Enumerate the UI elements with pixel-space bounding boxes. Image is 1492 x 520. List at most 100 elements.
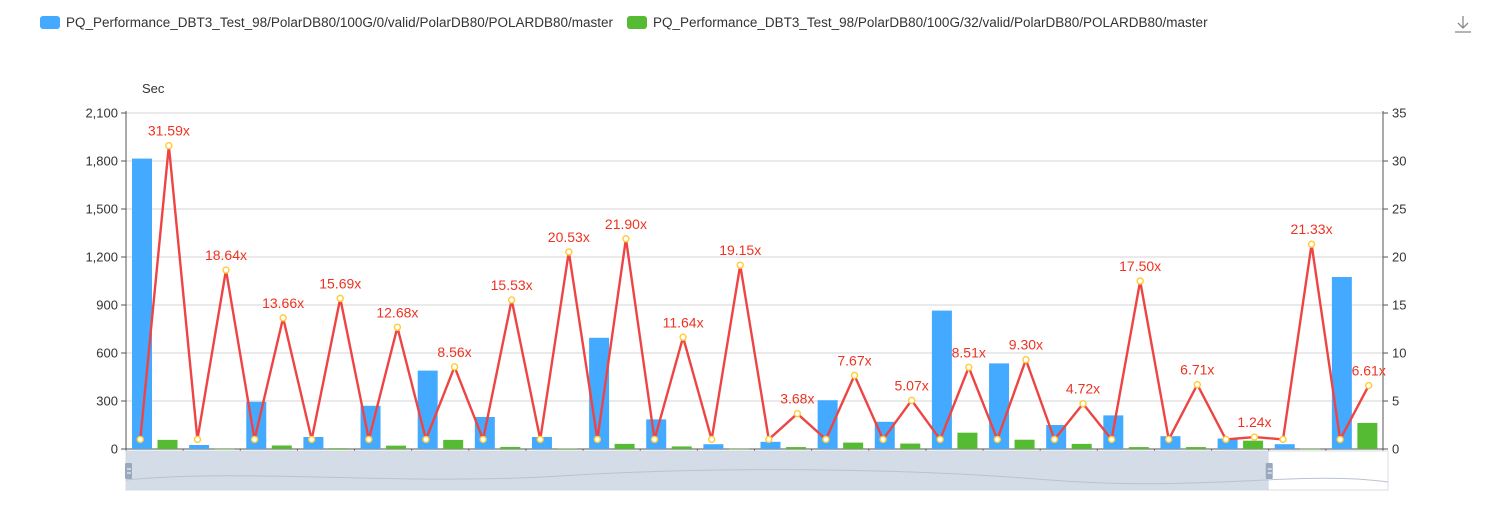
legend-swatch-series-a [40,15,60,29]
bar-series-b [900,443,921,449]
bar-series-b [1243,440,1264,449]
ratio-point [1222,435,1230,444]
ratio-point [536,435,544,444]
bar-series-b [728,448,749,450]
bar-series-a [989,363,1010,449]
bar-series-b [843,442,864,449]
y-tick-label: 300 [96,394,118,409]
ratio-point [365,435,373,444]
ratio-line-layer [136,142,1373,444]
ratio-point [879,435,887,444]
y-tick-label: 1,500 [85,202,118,217]
bar-series-b [1071,443,1092,449]
download-icon[interactable] [1454,14,1472,34]
y-axis-title: Sec [142,81,165,96]
y2-tick-label: 15 [1392,298,1406,313]
bar-series-b [614,443,635,449]
ratio-point [907,396,916,405]
bar-series-a [1217,438,1238,449]
ratio-label: 31.59x [148,123,190,139]
legend-item-series-a[interactable]: PQ_Performance_DBT3_Test_98/PolarDB80/10… [40,15,613,30]
zoom-slider[interactable] [125,450,1389,491]
ratio-point [850,371,859,380]
bar-series-a [189,445,210,449]
ratio-point [736,261,744,269]
bar-series-a [132,158,152,449]
y-tick-label: 900 [96,298,118,313]
ratio-point [1250,433,1259,441]
ratio-point [936,435,944,444]
bar-series-b [1300,448,1321,450]
legend-label-series-b: PQ_Performance_DBT3_Test_98/PolarDB80/10… [653,14,1208,30]
y-tick-label: 1,800 [85,154,118,169]
bar-series-a [1274,444,1295,449]
bar-series-b [1014,439,1035,449]
ratio-label: 3.68x [780,391,814,407]
bar-series-b [786,447,806,449]
ratio-point [993,435,1002,444]
ratio-label: 17.50x [1119,258,1161,274]
y-tick-label: 1,200 [85,250,118,265]
bar-series-b [1128,447,1149,449]
ratio-label: 11.64x [663,314,704,330]
zoom-handle-left[interactable] [125,463,132,479]
ratio-label: 21.33x [1291,221,1333,237]
bar-series-b [1357,422,1378,449]
bar-series-b [328,448,349,449]
legend-item-series-b[interactable]: PQ_Performance_DBT3_Test_98/PolarDB80/10… [627,15,1208,30]
ratio-point [707,435,716,444]
ratio-point [1107,435,1116,444]
ratio-point [279,314,287,322]
ratio-label: 20.53x [548,229,590,245]
ratio-label: 13.66x [262,295,304,311]
ratio-point [165,142,173,150]
axes: 0 300 600 900 1,200 1,500 1,800 2,100 0 5 10 15 20 25… [85,81,1406,475]
ratio-point [1136,277,1144,285]
bar-series-a [1331,277,1352,449]
ratio-point [565,248,573,256]
ratio-point [593,435,602,444]
ratio-label: 1.24x [1237,414,1271,430]
ratio-point [393,323,402,331]
ratio-point [1022,356,1030,364]
y2-tick-label: 10 [1392,346,1406,361]
y-tick-label: 2,100 [85,106,118,121]
ratio-label: 6.71x [1180,362,1214,378]
ratio-label: 8.56x [437,344,471,360]
y2-tick-label: 0 [1392,442,1399,457]
bar-series-b [500,446,521,449]
ratio-point [479,435,487,444]
ratio-point [1336,435,1344,444]
y2-tick-label: 35 [1392,106,1406,121]
y-tick-label: 0 [111,442,118,457]
ratio-label: 19.15x [719,242,761,258]
grid [126,112,1383,450]
ratio-point [679,333,687,341]
ratio-label: 6.61x [1352,363,1386,379]
zoom-handle-right[interactable] [1265,463,1273,479]
ratio-label: 12.68x [376,304,418,320]
legend: PQ_Performance_DBT3_Test_98/PolarDB80/10… [40,12,1208,32]
legend-swatch-series-b [627,15,648,29]
ratio-point [1307,240,1316,248]
ratio-label: 15.69x [319,275,361,291]
ratio-point [250,435,259,444]
ratio-point [1050,435,1059,444]
ratio-point [450,363,459,371]
ratio-point [650,435,659,444]
ratio-point [422,435,430,444]
bar-series-b [557,448,578,449]
ratio-label: 21.90x [605,216,647,232]
ratio-point [222,266,230,274]
bar-series-b [443,439,464,449]
ratio-point [507,296,516,304]
ratio-point [1079,399,1087,408]
bar-series-a [760,441,781,449]
bar-series-b [214,448,235,450]
bar-series-a [931,310,952,449]
ratio-point [1165,435,1173,444]
y2-tick-label: 30 [1392,154,1406,169]
zoom-preview-line [125,469,1389,485]
ratio-point [965,363,973,372]
